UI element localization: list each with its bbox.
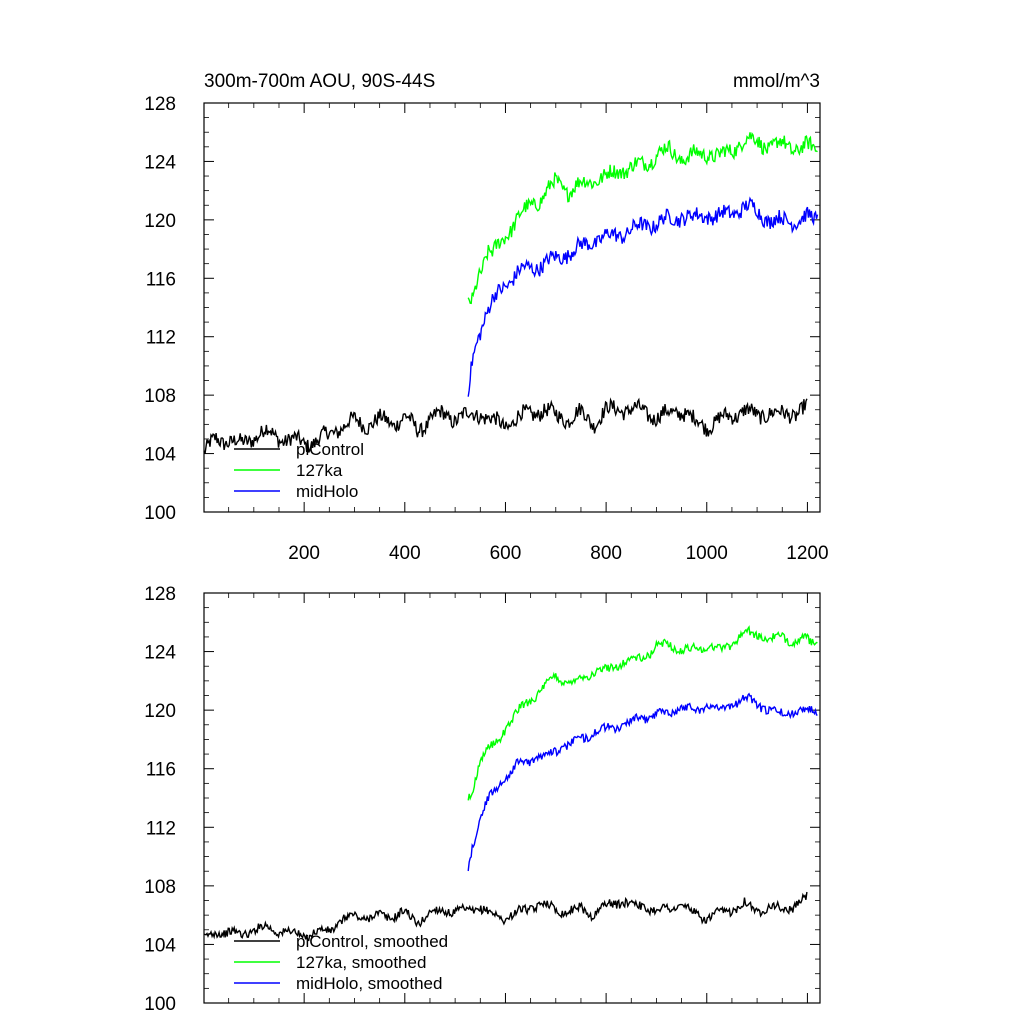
- y-tick-label: 112: [146, 328, 176, 349]
- legend-label: 127ka, smoothed: [296, 953, 426, 972]
- y-tick-label: 116: [146, 269, 176, 290]
- series-line-127ka: [467, 131, 818, 305]
- y-tick-label: 100: [144, 994, 176, 1015]
- y-tick-label: 120: [144, 701, 176, 722]
- y-tick-label: 120: [144, 211, 176, 232]
- series-line-picontrol: [203, 397, 808, 455]
- x-tick-label: 1000: [686, 543, 728, 564]
- y-tick-label: 112: [146, 818, 176, 839]
- y-tick-label: 104: [144, 445, 176, 466]
- top-panel: 300m-700m AOU, 90S-44S mmol/m^3 100 104 10…: [144, 71, 828, 564]
- y-tick-label: 104: [144, 935, 176, 956]
- x-tick-label: 400: [389, 543, 421, 564]
- y-tick-label: 124: [144, 152, 176, 173]
- x-tick-label: 600: [490, 543, 522, 564]
- y-tick-label: 128: [144, 584, 176, 605]
- series-line-picontrol-smoothed: [203, 891, 808, 942]
- legend-label: midHolo, smoothed: [296, 974, 442, 993]
- y-tick-label: 128: [144, 94, 176, 115]
- y-tick-label: 116: [146, 760, 176, 781]
- y-tick-label: 124: [144, 643, 176, 664]
- x-tick-label: 200: [288, 543, 320, 564]
- x-tick-label: 800: [590, 543, 622, 564]
- legend-label: piControl, smoothed: [296, 932, 448, 951]
- series-line-midholo-smoothed: [467, 692, 818, 872]
- units-label: mmol/m^3: [733, 71, 820, 92]
- y-tick-label: 108: [144, 877, 176, 898]
- bottom-panel: 100 104 108 112 116 120 124 128 piControl, smoot…: [144, 584, 821, 1015]
- series-line-127ka-smoothed: [467, 625, 818, 801]
- legend-label: 127ka: [296, 461, 343, 480]
- legend-label: midHolo: [296, 482, 358, 501]
- y-tick-label: 108: [144, 386, 176, 407]
- x-tick-label: 1200: [786, 543, 828, 564]
- chart-title: 300m-700m AOU, 90S-44S: [204, 71, 435, 92]
- legend-label: piControl: [296, 440, 364, 459]
- y-tick-label: 100: [144, 503, 176, 524]
- series-line-midholo: [467, 196, 819, 397]
